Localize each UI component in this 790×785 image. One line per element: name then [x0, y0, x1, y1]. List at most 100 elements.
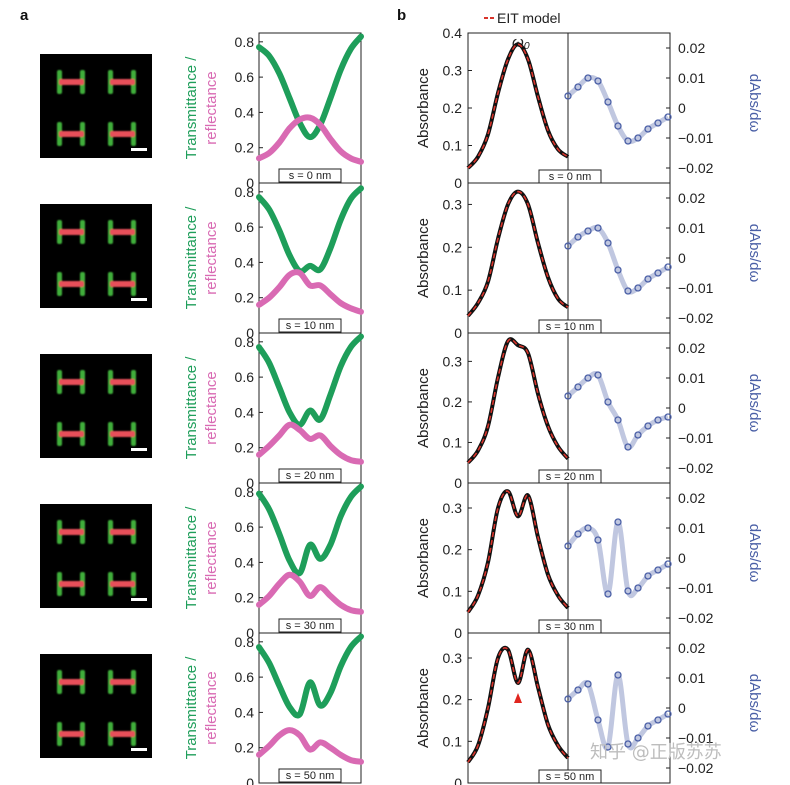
y2-tick-label: 0.01 — [678, 370, 705, 386]
y2-tick-label: 0 — [678, 250, 686, 266]
y-tick-label: 0.1 — [443, 583, 463, 599]
y-tick-label: 0.6 — [235, 219, 255, 235]
y-tick-label: 0.1 — [443, 434, 463, 450]
nanostructure — [57, 220, 85, 244]
y2-tick-label: 0 — [678, 700, 686, 716]
y2-tick-label: −0.01 — [678, 730, 714, 746]
derivative-point — [624, 443, 632, 451]
panel-b-letter: b — [397, 7, 406, 24]
derivative-point — [614, 416, 622, 424]
eit-model-curve — [467, 338, 569, 464]
y-tick-label: 0.1 — [443, 138, 463, 154]
y-axis-label: Transmittance / reflectance — [183, 56, 220, 160]
nanorod-bar — [110, 731, 135, 737]
y-tick-label: 0.1 — [443, 282, 463, 298]
nanorod-bar — [110, 581, 135, 587]
y-tick-label: 0.4 — [235, 554, 255, 570]
y-tick-label: 0 — [246, 325, 254, 341]
row-1-absorbance: 0 0.1 0.2 0.3 0.4 0.02 0.01 0 −0.01 −0.02 s = 0 nm… — [415, 25, 763, 191]
nanostructure — [108, 572, 136, 596]
derivative-point — [624, 587, 632, 595]
nanorod-bar — [59, 131, 84, 137]
derivative-point — [614, 671, 622, 679]
y2-tick-label: 0.02 — [678, 40, 705, 56]
nanorod-bar — [110, 131, 135, 137]
derivative-point — [624, 287, 632, 295]
derivative-band — [566, 224, 670, 295]
y-tick-label: 0.2 — [443, 692, 463, 708]
absorbance-curve — [466, 42, 570, 170]
nanostructure — [108, 220, 136, 244]
row-3-absorbance: 0 0.1 0.2 0.3 0.02 0.01 0 −0.01 −0.02 s = 20 nm Ab… — [415, 332, 763, 491]
derivative-point — [584, 374, 592, 382]
derivative-point — [644, 422, 652, 430]
derivative-point — [574, 83, 582, 91]
derivative-point — [654, 716, 662, 724]
y-tick-label: 0.3 — [443, 500, 463, 516]
eit-model-curve — [467, 190, 569, 317]
eit-model-curve — [467, 490, 569, 613]
y-tick-label: 0.8 — [235, 334, 255, 350]
absorbance-axis-label: Absorbance — [415, 518, 432, 598]
nanorod-bar — [110, 229, 135, 235]
reflectance-curve — [256, 269, 364, 315]
y-tick-label: 0.4 — [235, 704, 255, 720]
y-tick-label: 0.6 — [235, 369, 255, 385]
y-axis-label: Transmittance / reflectance — [183, 206, 220, 310]
y-tick-label: 0.3 — [443, 196, 463, 212]
derivative-point — [604, 743, 612, 751]
derivative-point — [664, 560, 672, 568]
derivative-point — [584, 74, 592, 82]
reflectance-curve — [256, 727, 364, 765]
y2-tick-label: 0.01 — [678, 520, 705, 536]
y-tick-label: 0 — [454, 475, 462, 491]
derivative-point — [624, 740, 632, 748]
derivative-point — [634, 734, 642, 742]
derivative-point — [654, 269, 662, 277]
derivative-point — [594, 371, 602, 379]
nanostructure — [108, 722, 136, 746]
spacing-label-box — [278, 618, 342, 633]
y-tick-label: 0.3 — [443, 353, 463, 369]
watermark: 知乎 @正版苏苏 — [590, 742, 722, 763]
nanostructure — [108, 370, 136, 394]
derivative-point — [594, 536, 602, 544]
derivative-point — [664, 263, 672, 271]
legend: EIT model — [484, 10, 561, 26]
y2-tick-label: 0 — [678, 100, 686, 116]
derivative-band — [566, 672, 670, 751]
derivative-band — [566, 371, 669, 450]
y-tick-label: 0.2 — [235, 140, 255, 156]
derivative-point — [584, 524, 592, 532]
nanostructure — [57, 422, 85, 446]
y2-tick-label: −0.02 — [678, 760, 714, 776]
derivative-point — [594, 224, 602, 232]
absorbance-curve — [466, 645, 570, 764]
y-tick-label: 0.8 — [235, 34, 255, 50]
derivative-point — [574, 686, 582, 694]
derivative-point — [654, 119, 662, 127]
y2-tick-label: 0.02 — [678, 490, 705, 506]
y-tick-label: 0 — [246, 175, 254, 191]
y-tick-label: 0.6 — [235, 669, 255, 685]
spacing-label: s = 0 nm — [549, 171, 592, 183]
y-tick-label: 0 — [454, 775, 462, 785]
y-tick-label: 0.2 — [443, 100, 463, 116]
row-5-absorbance: 0 0.1 0.2 0.3 0.02 0.01 0 −0.01 −0.02 s = 50 nm Ab… — [415, 632, 763, 785]
y-tick-label: 0 — [454, 175, 462, 191]
nanostructure — [108, 70, 136, 94]
nanorod-bar — [59, 281, 84, 287]
spacing-label: s = 20 nm — [546, 471, 595, 483]
y2-tick-label: 0.01 — [678, 220, 705, 236]
scale-bar — [131, 448, 147, 451]
derivative-axis-label: dAbs/dω — [746, 674, 763, 733]
derivative-point — [664, 710, 672, 718]
y-tick-label: 0.3 — [443, 650, 463, 666]
y-tick-label: 0.3 — [443, 63, 463, 79]
dip-marker-icon — [514, 693, 522, 703]
y2-tick-label: −0.01 — [678, 430, 714, 446]
nanostructure — [108, 122, 136, 146]
derivative-point — [664, 113, 672, 121]
derivative-axis-label: dAbs/dω — [746, 74, 763, 133]
y-tick-label: 0 — [246, 625, 254, 641]
